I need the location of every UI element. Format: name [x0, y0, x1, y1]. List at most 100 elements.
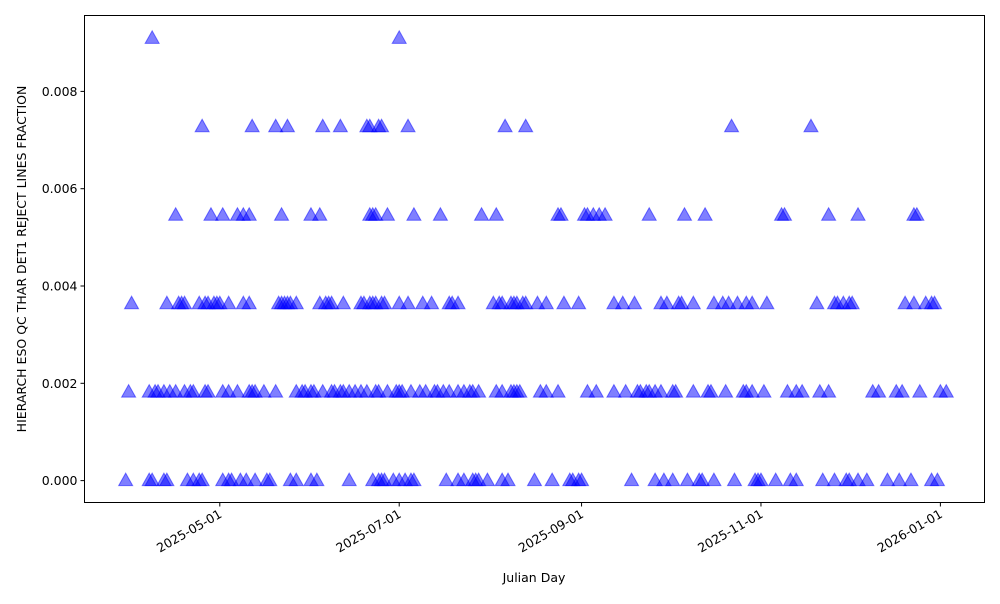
- data-point: [694, 472, 711, 487]
- data-point: [908, 206, 925, 221]
- data-point: [323, 295, 340, 310]
- data-point: [614, 295, 631, 310]
- data-point: [726, 472, 743, 487]
- data-point: [511, 383, 528, 398]
- data-point: [214, 206, 231, 221]
- x-axis-ticks: 2025-05-01 2025-07-01 2025-09-01 2025-11-01…: [154, 502, 945, 555]
- y-tick-label: 0.008: [42, 84, 78, 99]
- data-point: [308, 472, 325, 487]
- data-point: [676, 206, 693, 221]
- data-point: [488, 206, 505, 221]
- data-point: [623, 472, 640, 487]
- data-point: [588, 383, 605, 398]
- data-point: [144, 472, 161, 487]
- data-point: [697, 206, 713, 221]
- data-point: [450, 295, 466, 310]
- data-point: [176, 295, 193, 310]
- data-point: [314, 118, 331, 133]
- data-point: [120, 383, 137, 398]
- data-point: [158, 472, 175, 487]
- data-points: [117, 29, 955, 487]
- data-point: [538, 383, 555, 398]
- data-point: [573, 472, 590, 487]
- data-point: [556, 295, 572, 310]
- data-point: [879, 472, 896, 487]
- data-point: [679, 472, 696, 487]
- data-point: [794, 383, 811, 398]
- x-tick-label: 2025-05-01: [154, 506, 224, 555]
- x-tick-label: 2025-11-01: [695, 506, 765, 555]
- data-point: [641, 206, 658, 221]
- data-point: [376, 295, 393, 310]
- data-point: [335, 295, 352, 310]
- data-point: [926, 295, 943, 310]
- data-point: [570, 295, 587, 310]
- data-point: [267, 118, 284, 133]
- data-point: [538, 295, 555, 310]
- data-point: [553, 206, 569, 221]
- data-point: [311, 206, 328, 221]
- data-point: [808, 295, 825, 310]
- data-point: [850, 206, 866, 221]
- data-point: [241, 295, 258, 310]
- data-point: [391, 29, 408, 44]
- data-point: [400, 295, 416, 310]
- plot-frame: [84, 15, 985, 503]
- data-point: [814, 472, 831, 487]
- data-point: [117, 472, 134, 487]
- data-point: [744, 295, 761, 310]
- data-point: [758, 295, 775, 310]
- data-point: [367, 206, 384, 221]
- y-tick-label: 0.004: [42, 279, 78, 294]
- x-tick-label: 2025-09-01: [516, 506, 586, 555]
- y-tick-label: 0.006: [42, 181, 78, 196]
- data-point: [717, 383, 734, 398]
- data-point: [517, 295, 534, 310]
- data-point: [906, 295, 922, 310]
- data-point: [267, 383, 284, 398]
- data-point: [341, 472, 358, 487]
- data-point: [279, 118, 296, 133]
- data-point: [826, 472, 843, 487]
- data-point: [200, 383, 216, 398]
- data-point: [500, 472, 516, 487]
- data-point: [658, 295, 675, 310]
- data-point: [673, 295, 690, 310]
- data-point: [597, 206, 613, 221]
- data-point: [820, 206, 837, 221]
- data-point: [432, 206, 449, 221]
- data-point: [626, 295, 643, 310]
- data-point: [870, 383, 887, 398]
- data-point: [123, 295, 140, 310]
- data-point: [185, 383, 202, 398]
- data-point: [903, 472, 919, 487]
- data-point: [723, 118, 740, 133]
- data-point: [473, 206, 490, 221]
- data-point: [803, 118, 819, 133]
- y-tick-label: 0.000: [42, 473, 78, 488]
- data-point: [332, 118, 349, 133]
- x-tick-label: 2026-01-01: [874, 506, 944, 555]
- data-point: [261, 472, 278, 487]
- data-point: [470, 383, 487, 398]
- data-point: [194, 472, 211, 487]
- data-point: [167, 206, 184, 221]
- x-axis-label: Julian Day: [502, 570, 566, 585]
- data-point: [373, 118, 390, 133]
- data-point: [685, 295, 702, 310]
- x-tick-label: 2025-07-01: [333, 506, 403, 555]
- data-point: [891, 472, 908, 487]
- data-point: [550, 383, 566, 398]
- data-point: [288, 295, 305, 310]
- data-point: [203, 206, 219, 221]
- data-point: [517, 118, 534, 133]
- data-point: [479, 472, 496, 487]
- data-point: [744, 383, 761, 398]
- y-tick-label: 0.002: [42, 376, 78, 391]
- data-point: [653, 383, 669, 398]
- data-point: [820, 383, 837, 398]
- data-point: [497, 118, 513, 133]
- data-point: [544, 472, 561, 487]
- data-point: [788, 472, 805, 487]
- data-point: [144, 29, 161, 44]
